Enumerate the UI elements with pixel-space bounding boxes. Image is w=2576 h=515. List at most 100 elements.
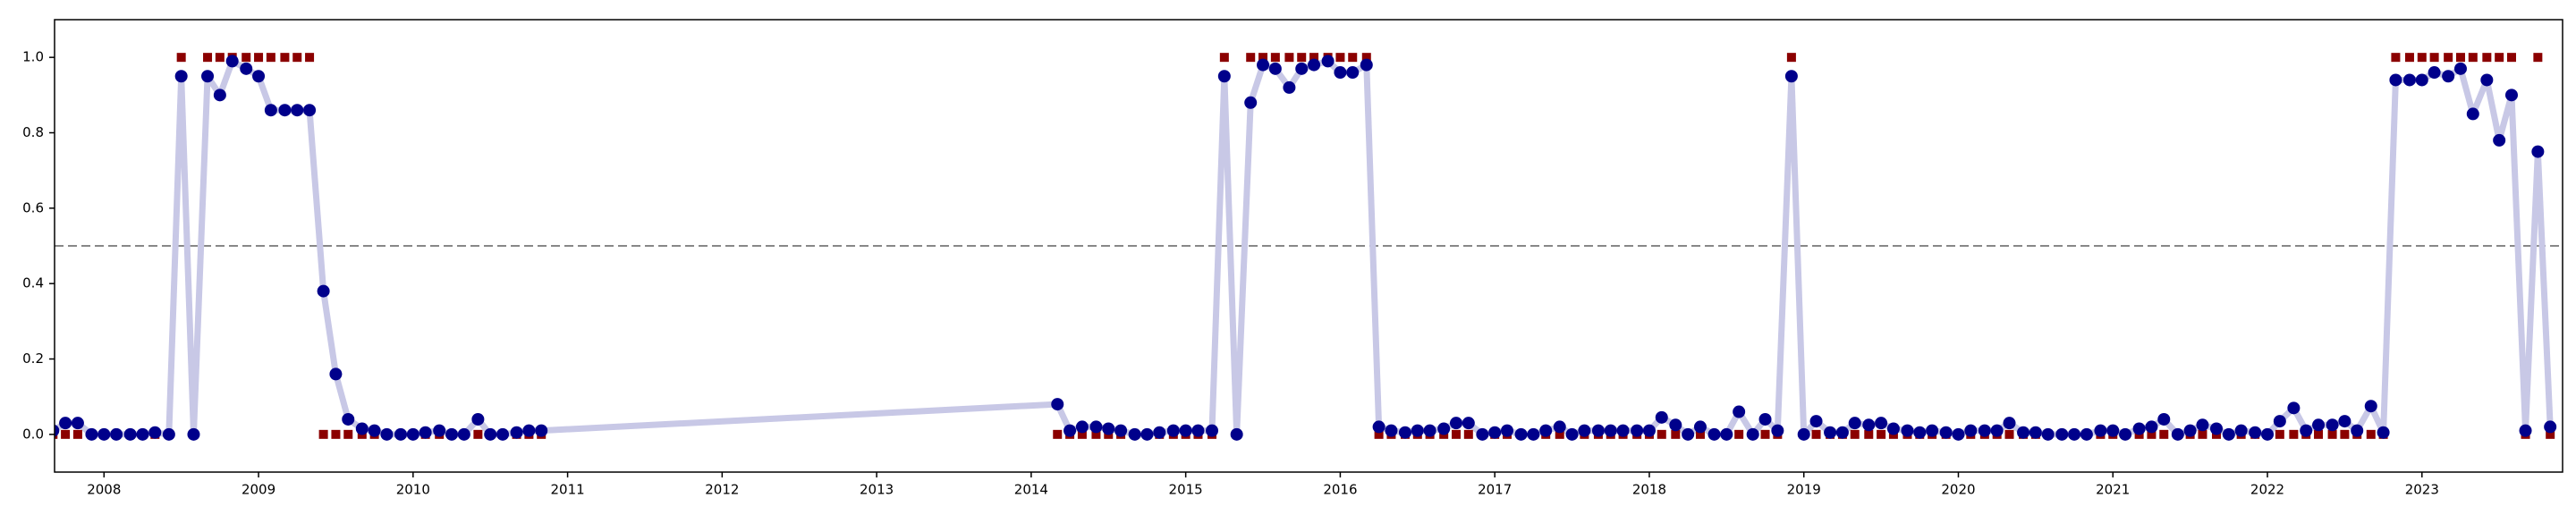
circle-marker xyxy=(1926,424,1939,437)
square-marker xyxy=(2455,53,2465,63)
circle-marker xyxy=(1295,62,1309,75)
square-marker xyxy=(1270,53,1280,63)
square-marker xyxy=(1786,53,1796,63)
circle-marker xyxy=(201,70,215,83)
circle-marker xyxy=(1488,426,1502,439)
circle-marker xyxy=(2017,426,2030,439)
square-marker xyxy=(2546,429,2555,439)
circle-marker xyxy=(1616,424,1630,437)
square-marker xyxy=(2289,429,2299,439)
circle-marker xyxy=(2094,424,2107,437)
square-marker xyxy=(1053,429,1063,439)
circle-marker xyxy=(1758,412,1772,426)
square-marker xyxy=(2506,53,2516,63)
circle-marker xyxy=(1230,427,1243,441)
circle-marker xyxy=(136,427,149,441)
circle-marker xyxy=(1398,426,1411,439)
circle-marker xyxy=(2234,424,2248,437)
circle-marker xyxy=(2029,426,2042,439)
square-marker xyxy=(2198,429,2207,439)
square-marker xyxy=(1734,429,1744,439)
y-tick-label: 0.2 xyxy=(22,350,44,367)
circle-marker xyxy=(2428,66,2441,80)
circle-marker xyxy=(1901,424,1914,437)
square-marker xyxy=(2391,53,2401,63)
circle-marker xyxy=(1166,424,1180,437)
circle-marker xyxy=(1642,424,1656,437)
circle-marker xyxy=(471,412,485,426)
circle-marker xyxy=(355,422,369,435)
circle-marker xyxy=(1462,417,1475,430)
circle-marker xyxy=(2544,420,2557,434)
x-tick-label: 2023 xyxy=(2405,482,2439,498)
square-marker xyxy=(242,53,251,63)
x-tick-label: 2009 xyxy=(242,482,275,498)
square-marker xyxy=(2366,429,2376,439)
x-tick-label: 2012 xyxy=(705,482,739,498)
circle-marker xyxy=(380,427,394,441)
square-marker xyxy=(2417,53,2427,63)
circle-marker xyxy=(1411,424,1424,437)
circle-marker xyxy=(2493,133,2506,147)
square-marker xyxy=(1258,53,1268,63)
circle-marker xyxy=(2389,73,2402,87)
circle-marker xyxy=(1746,427,1759,441)
square-marker xyxy=(2495,53,2504,63)
circle-marker xyxy=(2003,417,2016,430)
circle-marker xyxy=(123,427,137,441)
square-marker xyxy=(2429,53,2439,63)
square-marker xyxy=(176,53,186,63)
circle-marker xyxy=(1797,427,1810,441)
y-tick-label: 0.6 xyxy=(22,199,44,215)
circle-marker xyxy=(2249,426,2262,439)
square-marker xyxy=(2468,53,2478,63)
circle-marker xyxy=(1089,420,1103,434)
circle-marker xyxy=(85,427,98,441)
circle-marker xyxy=(1565,427,1579,441)
square-marker xyxy=(1284,53,1294,63)
circle-marker xyxy=(1449,417,1462,430)
circle-marker xyxy=(2415,73,2428,87)
y-tick-label: 0.4 xyxy=(22,275,44,291)
circle-marker xyxy=(1631,424,1644,437)
circle-marker xyxy=(510,426,523,439)
square-marker xyxy=(1671,429,1681,439)
circle-marker xyxy=(2519,424,2532,437)
circle-marker xyxy=(2300,424,2313,437)
square-marker xyxy=(1657,429,1666,439)
circle-marker xyxy=(2157,412,2171,426)
square-marker xyxy=(280,53,290,63)
y-tick-label: 0.0 xyxy=(22,426,44,442)
circle-marker xyxy=(342,412,355,426)
circle-marker xyxy=(2183,424,2197,437)
circle-marker xyxy=(2210,422,2224,435)
circle-marker xyxy=(2466,107,2479,121)
circle-marker xyxy=(2106,424,2120,437)
circle-marker xyxy=(2312,418,2326,432)
circle-marker xyxy=(2364,400,2377,413)
circle-marker xyxy=(1604,424,1617,437)
circle-marker xyxy=(2171,427,2184,441)
circle-marker xyxy=(303,104,317,117)
circle-marker xyxy=(1848,417,1861,430)
square-marker xyxy=(2340,429,2350,439)
square-marker xyxy=(2159,429,2169,439)
circle-marker xyxy=(445,427,459,441)
square-marker xyxy=(1219,53,1229,63)
square-marker xyxy=(1335,53,1345,63)
square-marker xyxy=(1374,429,1384,439)
circle-marker xyxy=(1308,58,1321,72)
circle-marker xyxy=(2132,422,2146,435)
square-marker xyxy=(1309,53,1319,63)
circle-marker xyxy=(252,70,266,83)
square-marker xyxy=(1463,429,1473,439)
square-marker xyxy=(2404,53,2414,63)
circle-marker xyxy=(1990,424,2004,437)
square-marker xyxy=(473,429,483,439)
circle-marker xyxy=(1875,417,1888,430)
square-marker xyxy=(1246,53,1256,63)
circle-marker xyxy=(1886,422,1900,435)
circle-marker xyxy=(1321,55,1335,68)
circle-marker xyxy=(110,427,123,441)
